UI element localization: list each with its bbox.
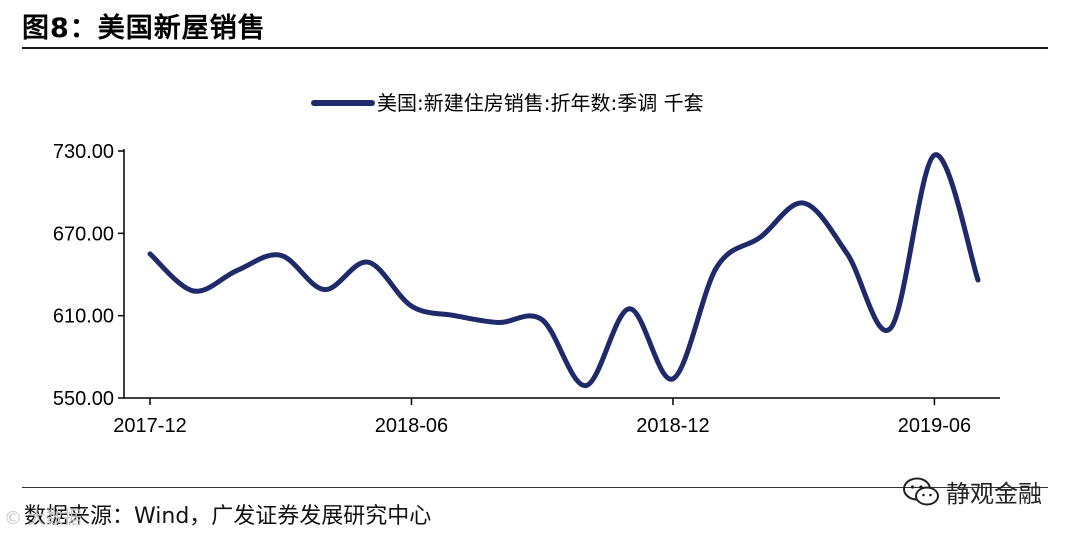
data-point	[802, 201, 806, 205]
data-point	[409, 304, 413, 308]
data-point	[148, 252, 152, 256]
y-tick-label: 550.00	[53, 388, 114, 410]
watermark-text: 静观金融	[946, 480, 1042, 508]
data-point	[192, 289, 196, 293]
wechat-icon	[903, 477, 939, 505]
chart-axes: 730.00 670.00 610.00 550.00 2017-12 2018-06 20…	[53, 141, 1000, 437]
data-point	[497, 321, 501, 325]
data-point	[976, 278, 980, 282]
x-tick-label: 2017-12	[113, 415, 186, 437]
data-point	[715, 266, 719, 270]
data-point	[671, 377, 675, 381]
data-point	[932, 153, 936, 157]
data-point	[584, 384, 588, 388]
corner-watermark: © 大数据	[4, 508, 82, 529]
title-divider	[22, 47, 1048, 49]
data-point	[758, 235, 762, 239]
data-point	[453, 314, 457, 318]
figure-title: 图8：美国新屋销售	[22, 13, 266, 44]
chart-legend: 美国:新建住房销售:折年数:季调 千套	[311, 91, 704, 115]
y-tick-label: 730.00	[53, 141, 114, 163]
data-point	[235, 268, 239, 272]
line-chart: 美国:新建住房销售:折年数:季调 千套 730.00 670.00 610.00 55…	[53, 91, 1000, 437]
data-point	[627, 307, 631, 311]
watermark: 静观金融	[902, 474, 1042, 509]
x-tick-label: 2018-06	[375, 415, 448, 437]
source-divider	[22, 487, 1048, 488]
chart-series	[147, 152, 981, 389]
data-point	[540, 318, 544, 322]
data-point	[279, 253, 283, 257]
x-tick-label: 2018-12	[636, 415, 709, 437]
data-point	[889, 326, 893, 330]
legend-label: 美国:新建住房销售:折年数:季调 千套	[377, 91, 704, 115]
data-point	[322, 288, 326, 292]
source-note: 数据来源：Wind，广发证券发展研究中心	[24, 504, 432, 529]
x-tick-label: 2019-06	[898, 415, 971, 437]
y-tick-label: 670.00	[53, 223, 114, 245]
data-point	[366, 260, 370, 264]
series-line-new-home-sales	[147, 152, 981, 389]
y-tick-label: 610.00	[53, 306, 114, 328]
data-point	[845, 252, 849, 256]
